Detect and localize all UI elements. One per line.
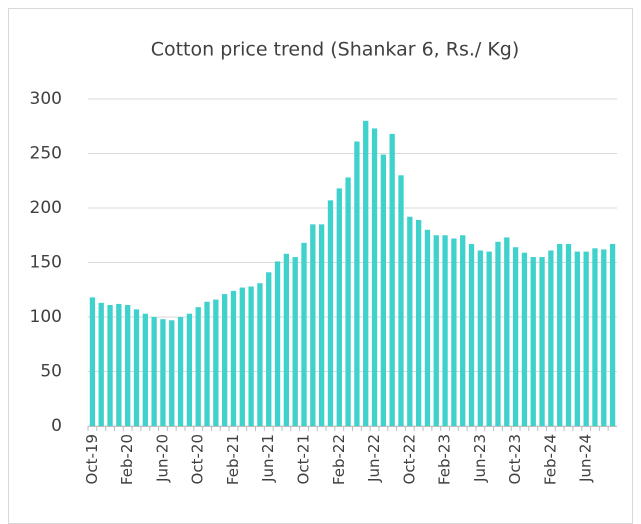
bar [160,319,166,426]
y-tick-label: 200 [30,198,62,218]
bar [565,243,572,426]
bar [371,128,378,426]
y-tick-label: 250 [30,144,62,164]
bar [521,252,528,426]
bar [380,154,387,426]
bar [230,290,237,426]
y-tick-label: 150 [30,253,62,273]
bar [169,320,175,426]
bar [345,177,351,426]
bar [116,303,122,426]
bar [301,242,307,426]
bar [363,120,369,427]
bar [354,141,360,426]
y-tick-label: 100 [30,307,62,327]
x-tick-label: Feb-20 [118,434,136,485]
bar [574,251,580,426]
bar [239,287,245,426]
bar [415,219,422,426]
bar [142,313,148,426]
bar [177,317,184,426]
bar [592,248,598,426]
bar [477,250,483,426]
bar [248,286,254,426]
bar [204,301,210,426]
bar [539,257,545,426]
bar [609,243,616,426]
x-tick-label: Oct-20 [189,434,207,484]
bar [266,272,272,426]
y-tick-label: 50 [40,362,62,382]
x-tick-label: Feb-22 [330,434,348,485]
bar [424,229,431,426]
bar [151,317,157,426]
bar [504,237,510,426]
bar [195,307,201,426]
bar [327,200,334,426]
chart-title: Cotton price trend (Shankar 6, Rs./ Kg) [151,39,520,61]
x-tick-label: Jun-23 [471,434,489,483]
bar [433,235,439,426]
bar [222,294,228,426]
x-tick-label: Feb-23 [436,434,454,485]
x-tick-label: Oct-19 [83,434,101,484]
bar [398,175,404,426]
bar [125,305,131,426]
bar [283,253,290,426]
bar [389,133,395,426]
bar [548,250,554,426]
bar [213,299,219,426]
bar [557,243,563,426]
bar [274,261,281,426]
bar [310,224,316,426]
x-tick-label: Jun-20 [153,434,171,483]
bar [468,243,475,426]
x-tick-label: Oct-21 [295,434,313,484]
bar [336,188,342,426]
bar [186,313,193,426]
y-tick-label: 300 [30,89,62,109]
bar [89,297,96,426]
bar [601,249,607,426]
y-tick-label: 0 [51,416,62,436]
bar [460,235,466,426]
bar [451,238,457,426]
bar [407,216,413,426]
bar [495,241,501,426]
x-tick-label: Jun-21 [259,434,277,483]
x-tick-label: Jun-22 [365,434,383,483]
bar [107,305,113,426]
x-tick-label: Feb-21 [224,434,242,485]
bar [133,309,140,426]
bar [530,257,536,426]
bar [98,302,104,426]
bar [512,247,519,426]
x-tick-label: Oct-23 [506,434,524,484]
bar [257,283,263,426]
bar [486,251,492,426]
x-tick-label: Feb-24 [541,434,559,485]
bar [583,251,589,426]
bar [318,224,325,426]
x-tick-label: Jun-24 [577,434,595,483]
x-tick-label: Oct-22 [400,434,418,484]
bar [442,235,448,426]
bar [292,257,298,426]
